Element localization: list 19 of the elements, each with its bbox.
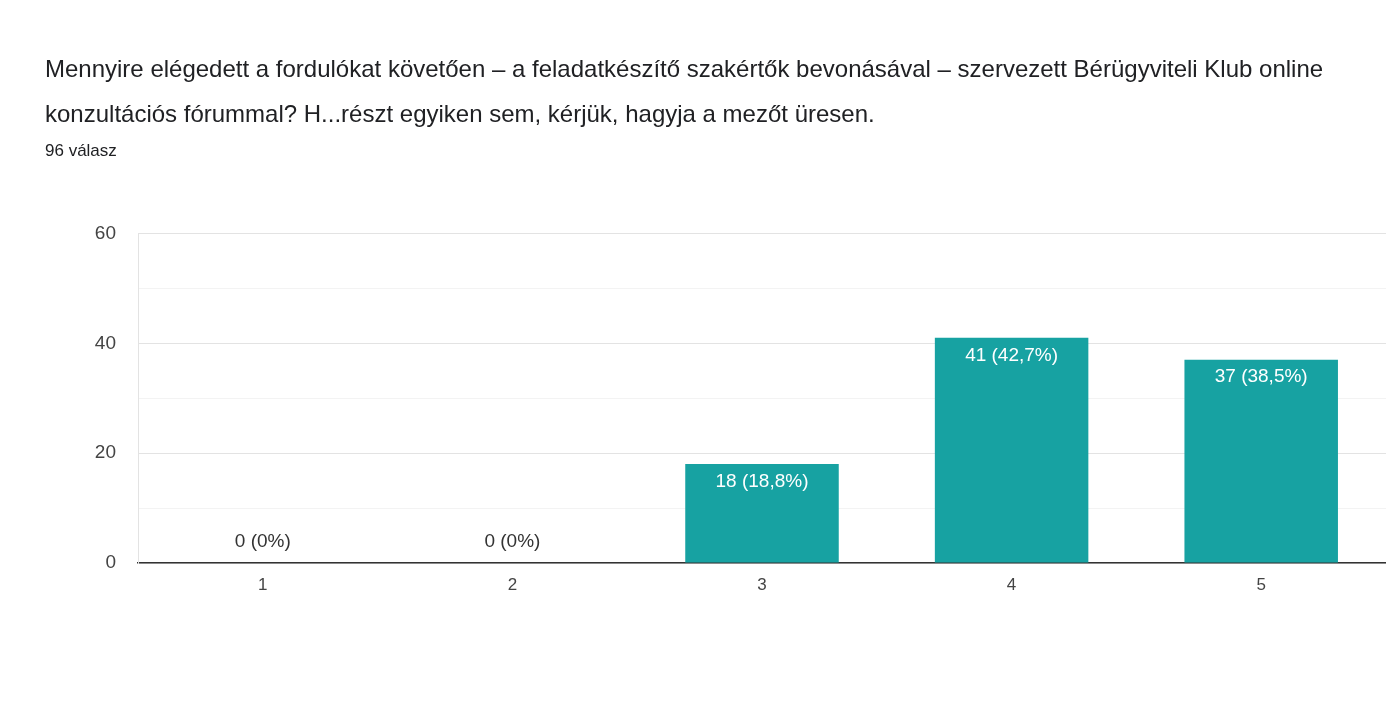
bar [1184,359,1338,563]
data-label: 0 (0%) [484,529,541,551]
x-tick-label: 2 [507,574,518,594]
chart-subtitle: 96 válasz [45,141,117,161]
bar [685,464,839,563]
x-tick-label: 5 [1256,574,1266,594]
bar [934,337,1089,563]
data-label: 18 (18,8%) [715,469,809,491]
data-label: 0 (0%) [234,529,291,551]
data-label: 37 (38,5%) [1214,365,1308,387]
y-tick-label: 40 [94,331,116,353]
x-tick-label: 1 [258,574,268,594]
x-tick-label: 4 [1006,574,1017,594]
y-tick-label: 0 [105,551,116,573]
x-tick-label: 3 [757,574,767,594]
y-tick-label: 20 [94,441,116,463]
data-label: 41 (42,7%) [965,343,1059,365]
chart-title: Mennyire elégedett a fordulókat követően – a feladatkészítő szakértők bevonásával – szervezett Bérügyviteli Klub online konzultációs fórummal? H...részt egyiken sem, kérjük, hagyja a mezőt üresen. [45,54,1325,129]
y-tick-label: 60 [94,221,116,243]
